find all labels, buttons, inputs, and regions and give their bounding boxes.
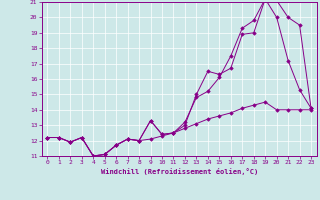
X-axis label: Windchill (Refroidissement éolien,°C): Windchill (Refroidissement éolien,°C): [100, 168, 258, 175]
